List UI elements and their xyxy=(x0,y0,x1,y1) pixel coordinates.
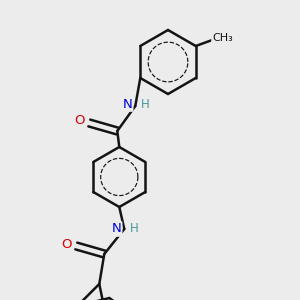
Text: N: N xyxy=(111,223,121,236)
Text: O: O xyxy=(61,238,71,250)
Text: N: N xyxy=(122,98,132,110)
Text: O: O xyxy=(74,115,85,128)
Text: H: H xyxy=(141,98,150,110)
Text: CH₃: CH₃ xyxy=(212,33,233,43)
Text: H: H xyxy=(130,223,139,236)
